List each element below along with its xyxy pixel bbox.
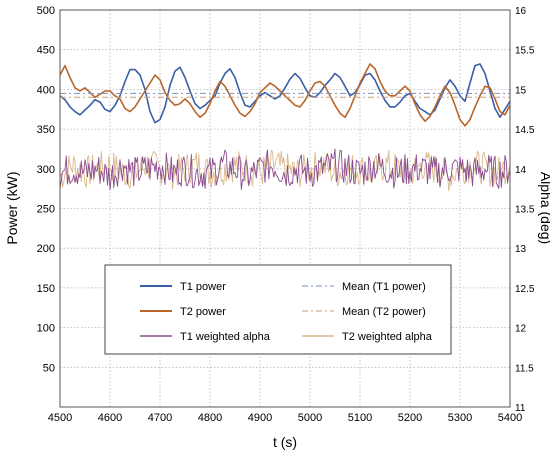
series-layer: [59, 63, 511, 192]
tick-labels: 4500 4600 4700 4800 4900 5000 5100 5200 5300 5400…: [37, 5, 535, 424]
x-tick-label: 4800: [198, 412, 222, 424]
legend-label-t2-alpha: T2 weighted alpha: [342, 331, 433, 343]
y-axis-right-label: Alpha (deg): [538, 172, 550, 244]
y-left-tick-label: 150: [37, 283, 55, 295]
y-right-tick-label: 11: [515, 403, 526, 414]
y-left-tick-label: 450: [37, 45, 55, 57]
y-left-tick-label: 50: [43, 362, 55, 374]
y-left-tick-label: 250: [37, 204, 55, 216]
legend-label-t1-mean: Mean (T1 power): [342, 281, 426, 293]
y-left-tick-label: 500: [37, 5, 55, 17]
y-right-tick-label: 12: [515, 324, 527, 335]
y-left-tick-label: 400: [37, 84, 55, 96]
x-tick-label: 5300: [448, 412, 472, 424]
x-tick-label: 5100: [348, 412, 372, 424]
plot-frame: [59, 9, 511, 408]
series-line-t2-power: [59, 63, 511, 127]
series-line-t1-weighted-alpha: [59, 148, 511, 191]
y-right-tick-label: 15: [515, 85, 527, 96]
y-right-tick-label: 16: [515, 6, 527, 17]
legend-label-t1-power: T1 power: [180, 281, 226, 293]
x-tick-label: 5000: [298, 412, 322, 424]
y-left-tick-label: 350: [37, 124, 55, 136]
x-tick-label: 4500: [48, 412, 72, 424]
y-right-tick-label: 12.5: [515, 284, 535, 295]
y-left-tick-label: 300: [37, 164, 55, 176]
legend-box: [104, 264, 452, 355]
y-right-tick-label: 14.5: [515, 125, 535, 136]
y-right-tick-label: 14: [515, 165, 527, 176]
legend-label-t1-alpha: T1 weighted alpha: [180, 331, 271, 343]
legend: T1 power Mean (T1 power) T2 power Mean (…: [104, 264, 452, 355]
x-tick-label: 5200: [398, 412, 422, 424]
y-axis-left-label: Power (kW): [4, 171, 20, 244]
x-tick-label: 4900: [248, 412, 272, 424]
x-tick-label: 4700: [148, 412, 172, 424]
y-right-tick-label: 13.5: [515, 205, 535, 216]
x-tick-label: 4600: [98, 412, 122, 424]
legend-label-t2-mean: Mean (T2 power): [342, 306, 426, 318]
series-line-t1-power: [59, 63, 511, 124]
y-right-tick-label: 15.5: [515, 46, 535, 57]
legend-label-t2-power: T2 power: [180, 306, 226, 318]
y-right-tick-label: 13: [515, 244, 527, 255]
y-right-tick-label: 11.5: [515, 363, 534, 374]
x-tick-label: 5400: [498, 412, 522, 424]
y-left-tick-label: 200: [37, 243, 55, 255]
y-left-tick-label: 100: [37, 323, 55, 335]
x-axis-label: t (s): [273, 434, 297, 450]
